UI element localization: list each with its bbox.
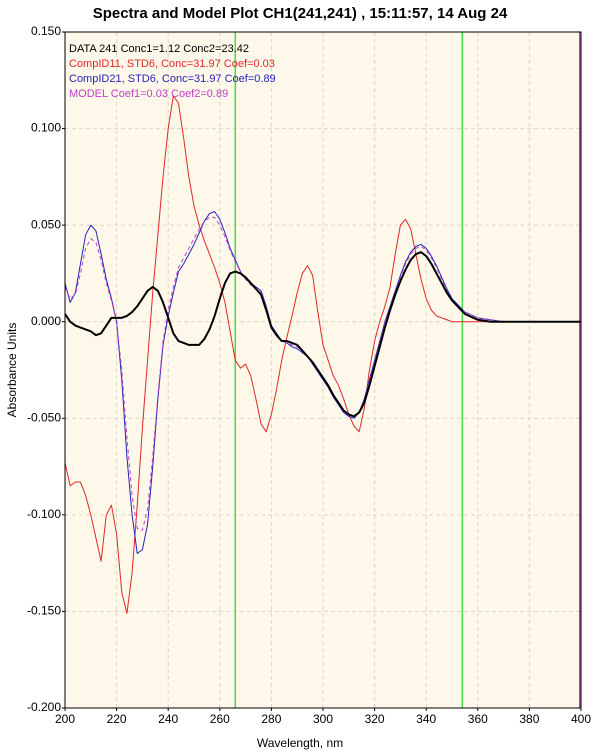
y-tick-label: -0.150 (27, 604, 61, 618)
legend-label: DATA 241 Conc1=1.12 Conc2=23.42 (69, 43, 249, 55)
x-tick-label: 400 (571, 712, 591, 726)
y-tick-label: 0.050 (31, 217, 61, 231)
x-tick-label: 220 (107, 712, 127, 726)
x-axis-label: Wavelength, nm (257, 736, 343, 750)
y-tick-label: 0.100 (31, 121, 61, 135)
x-tick-label: 200 (55, 712, 75, 726)
plot-frame (64, 31, 582, 709)
chart-title: Spectra and Model Plot CH1(241,241) , 15… (93, 5, 508, 22)
x-tick-label: 320 (365, 712, 385, 726)
y-tick-label: -0.100 (27, 507, 61, 521)
legend-label: MODEL Coef1=0.03 Coef2=0.89 (69, 88, 228, 100)
x-tick-label: 340 (416, 712, 436, 726)
legend-label: CompID21, STD6, Conc=31.97 Coef=0.89 (69, 73, 276, 85)
series-line (65, 251, 581, 418)
y-axis-label: Absorbance Units (5, 323, 19, 418)
series-line (65, 95, 581, 614)
y-tick-label: -0.050 (27, 410, 61, 424)
x-tick-label: 280 (261, 712, 281, 726)
y-tick-label: 0.150 (31, 24, 61, 38)
x-tick-label: 300 (313, 712, 333, 726)
x-tick-label: 260 (210, 712, 230, 726)
y-tick-label: -0.200 (27, 700, 61, 714)
x-tick-label: 360 (468, 712, 488, 726)
x-tick-label: 380 (519, 712, 539, 726)
y-tick-label: 0.000 (31, 314, 61, 328)
x-tick-label: 240 (158, 712, 178, 726)
legend-label: CompID11, STD6, Conc=31.97 Coef=0.03 (69, 58, 275, 70)
